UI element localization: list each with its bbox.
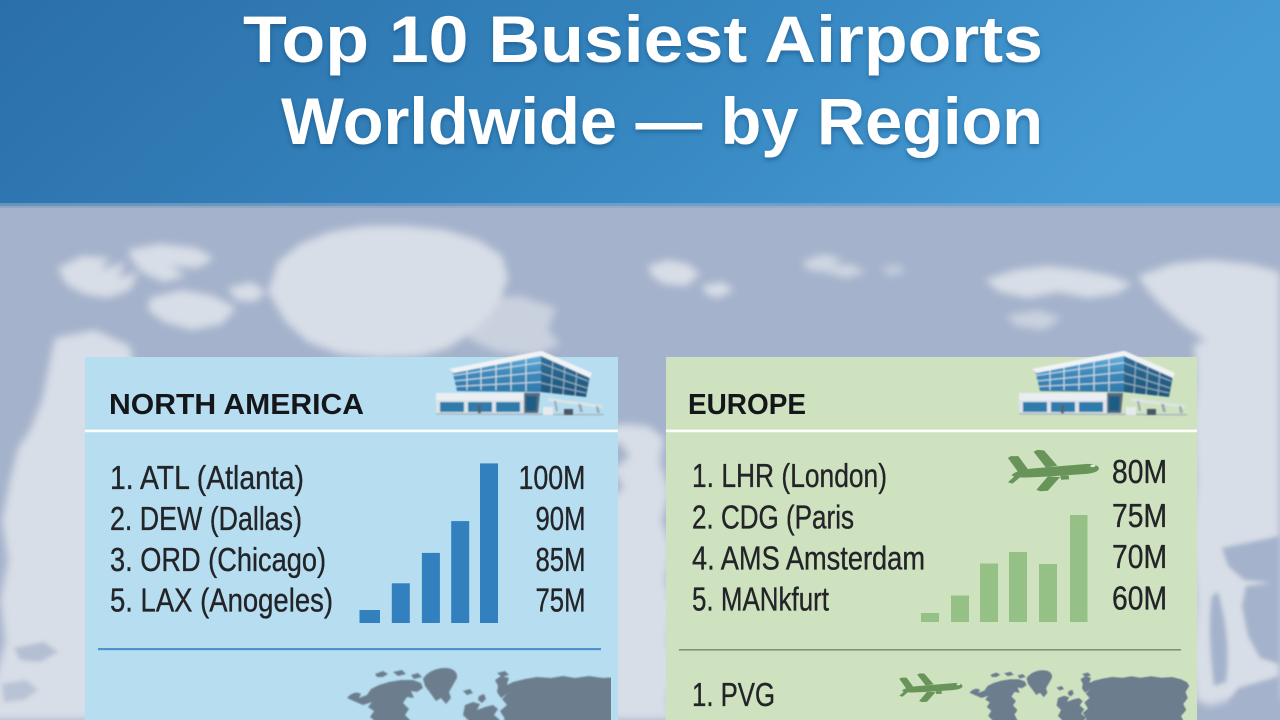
- svg-text:75M: 75M: [536, 582, 586, 619]
- svg-text:60M: 60M: [1112, 580, 1167, 617]
- svg-text:Worldwide — by Region: Worldwide — by Region: [281, 84, 1043, 158]
- svg-text:5. LAX (Anogeles): 5. LAX (Anogeles): [110, 582, 333, 619]
- svg-text:1. LHR (London): 1. LHR (London): [692, 457, 887, 494]
- svg-text:80M: 80M: [1112, 453, 1167, 490]
- svg-text:1. ATL (Atlanta): 1. ATL (Atlanta): [110, 459, 304, 496]
- svg-text:3. ORD (Chicago): 3. ORD (Chicago): [110, 541, 326, 578]
- svg-text:75M: 75M: [1112, 497, 1167, 534]
- svg-text:100M: 100M: [519, 459, 586, 496]
- svg-text:Top 10 Busiest Airports: Top 10 Busiest Airports: [243, 2, 1043, 76]
- svg-text:EUROPE: EUROPE: [688, 389, 806, 421]
- svg-text:90M: 90M: [536, 500, 586, 537]
- svg-text:5. MANkfurt: 5. MANkfurt: [692, 581, 829, 618]
- svg-text:1. PVG: 1. PVG: [692, 676, 775, 713]
- svg-text:2. CDG (Paris: 2. CDG (Paris: [692, 499, 854, 536]
- svg-text:2. DEW (Dallas): 2. DEW (Dallas): [110, 500, 302, 537]
- svg-text:70M: 70M: [1112, 538, 1167, 575]
- svg-text:85M: 85M: [536, 541, 586, 578]
- svg-text:NORTH AMERICA: NORTH AMERICA: [109, 389, 364, 421]
- svg-text:4. AMS Amsterdam: 4. AMS Amsterdam: [692, 540, 925, 577]
